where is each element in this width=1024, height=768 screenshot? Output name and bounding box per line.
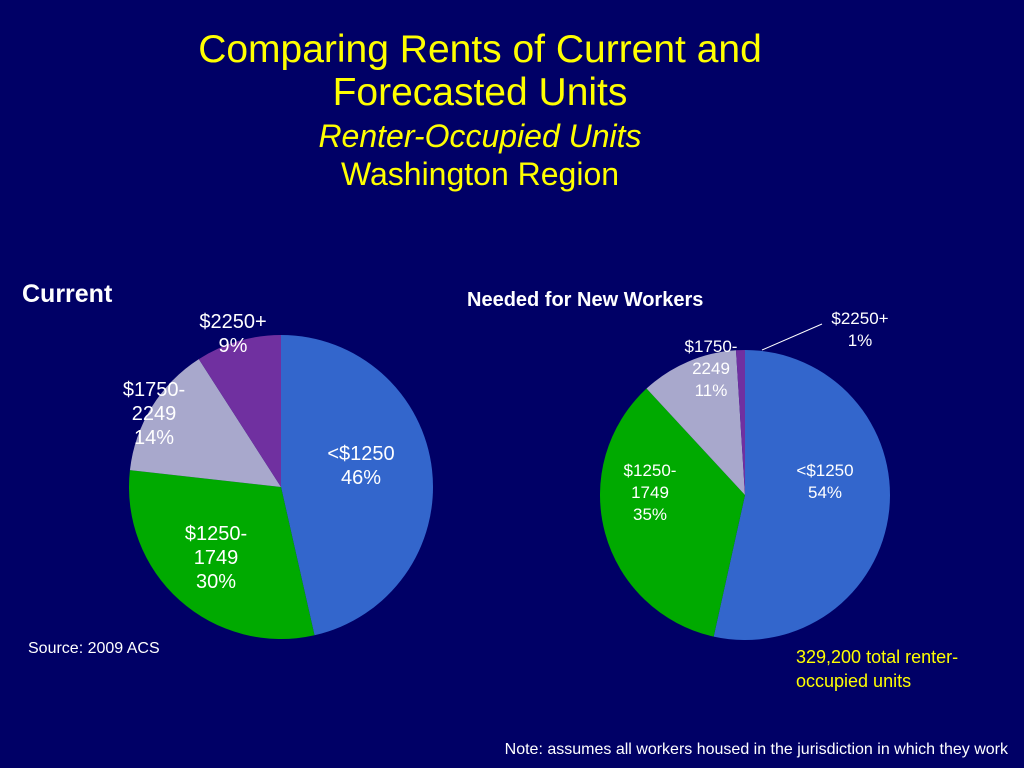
new-workers-slice-r1250-1749: [600, 388, 745, 637]
new-workers-slice-lt1250: [713, 350, 890, 640]
current-chart-title: Current: [22, 280, 113, 308]
page-subtitle: Renter-Occupied Units: [318, 118, 642, 154]
new-workers-label-r1250-1749: $1250-1749 35%: [624, 461, 677, 524]
current-slice-r1250-1749: [128, 470, 315, 639]
current-label-r1250-1749: $1250-1749 30%: [185, 523, 247, 593]
current-slice-r2250plus: [198, 335, 281, 487]
new-workers-label-lt1250: <$1250 54%: [796, 461, 853, 502]
new-workers-pie: <$1250 54% $1250-1749 35% $1750-2249 11% $2250…: [600, 309, 890, 640]
current-label-r1750-2249: $1750-2249 14%: [123, 379, 185, 449]
current-pie: <$1250 46% $1250-1749 30% $1750-2249 14% $2250…: [123, 311, 433, 639]
new-workers-chart-title: Needed for New Workers: [467, 289, 704, 311]
footnote: Note: assumes all workers housed in the …: [504, 741, 1008, 758]
current-label-lt1250: <$1250 46%: [327, 443, 394, 489]
new-workers-leader-line: [761, 323, 823, 351]
current-label-r2250plus: $2250+ 9%: [199, 311, 266, 357]
title-block: Comparing Rents of Current and Forecaste…: [100, 28, 860, 193]
current-slice-r1750-2249: [129, 359, 281, 487]
new-workers-slice-r1750-2249: [646, 350, 745, 495]
current-slice-lt1250: [281, 335, 433, 636]
page-subtitle-region: Washington Region: [340, 156, 620, 192]
total-units-note: 329,200 total renter-occupied units: [796, 647, 959, 691]
new-workers-slice-r2250plus: [735, 350, 745, 495]
new-workers-label-r1750-2249: $1750-2249 11%: [685, 337, 738, 400]
source-note: Source: 2009 ACS: [28, 640, 160, 657]
new-workers-label-r2250plus: $2250+ 1%: [831, 309, 888, 350]
page-title: Comparing Rents of Current and Forecaste…: [198, 28, 762, 114]
